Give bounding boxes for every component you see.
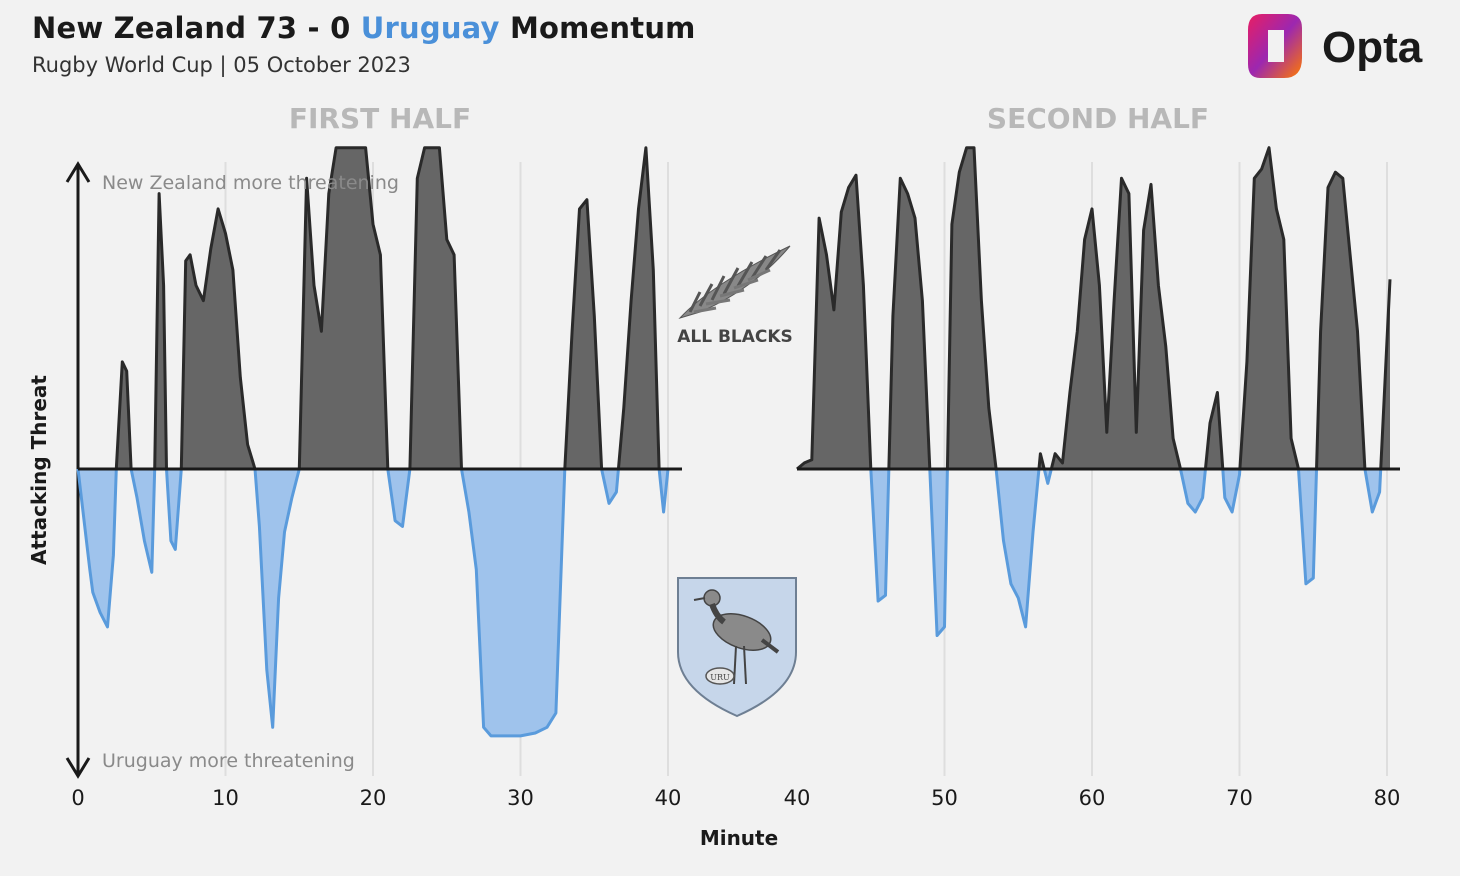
title-home: New Zealand 73 - 0 xyxy=(32,11,351,45)
x-tick-label: 40 xyxy=(784,786,811,810)
annotation-away-threat: Uruguay more threatening xyxy=(102,750,355,772)
x-axis-label: Minute xyxy=(700,826,778,850)
all-blacks-wordmark: ALL BLACKS xyxy=(677,327,793,347)
home-threat-area xyxy=(797,147,1390,469)
home-threat-line xyxy=(78,146,668,469)
x-tick-label: 20 xyxy=(360,786,387,810)
opta-mark-icon xyxy=(1248,14,1302,78)
x-tick-label: 70 xyxy=(1226,786,1253,810)
title-away: Uruguay xyxy=(360,11,500,45)
all-blacks-crest: ALL BLACKS xyxy=(677,245,793,347)
chart-title: New Zealand 73 - 0 Uruguay Momentum xyxy=(32,8,696,48)
away-threat-area xyxy=(78,469,668,736)
x-tick-label: 10 xyxy=(212,786,239,810)
title-tail: Momentum xyxy=(509,11,696,45)
x-tick-label: 0 xyxy=(71,786,84,810)
opta-wordmark: Opta xyxy=(1322,23,1423,72)
x-tick-label: 80 xyxy=(1374,786,1401,810)
x-tick-label: 60 xyxy=(1079,786,1106,810)
chart-header: New Zealand 73 - 0 Uruguay Momentum Rugb… xyxy=(32,8,696,82)
panel-title-second-half: SECOND HALF xyxy=(987,102,1209,135)
y-axis-label: Attacking Threat xyxy=(27,375,51,565)
home-threat-area xyxy=(78,147,668,469)
bird-icon xyxy=(693,589,780,685)
opta-logo: Opta xyxy=(1248,14,1423,78)
chart-subtitle: Rugby World Cup | 05 October 2023 xyxy=(32,53,411,77)
x-tick-label: 40 xyxy=(655,786,682,810)
home-threat-line xyxy=(796,146,1392,469)
panel-title-first-half: FIRST HALF xyxy=(289,102,471,135)
x-tick-label: 30 xyxy=(507,786,534,810)
uruguay-crest-text: URU xyxy=(710,673,730,682)
uruguay-crest: URU xyxy=(677,577,797,718)
x-tick-label: 50 xyxy=(931,786,958,810)
annotation-home-threat: New Zealand more threatening xyxy=(102,172,399,194)
